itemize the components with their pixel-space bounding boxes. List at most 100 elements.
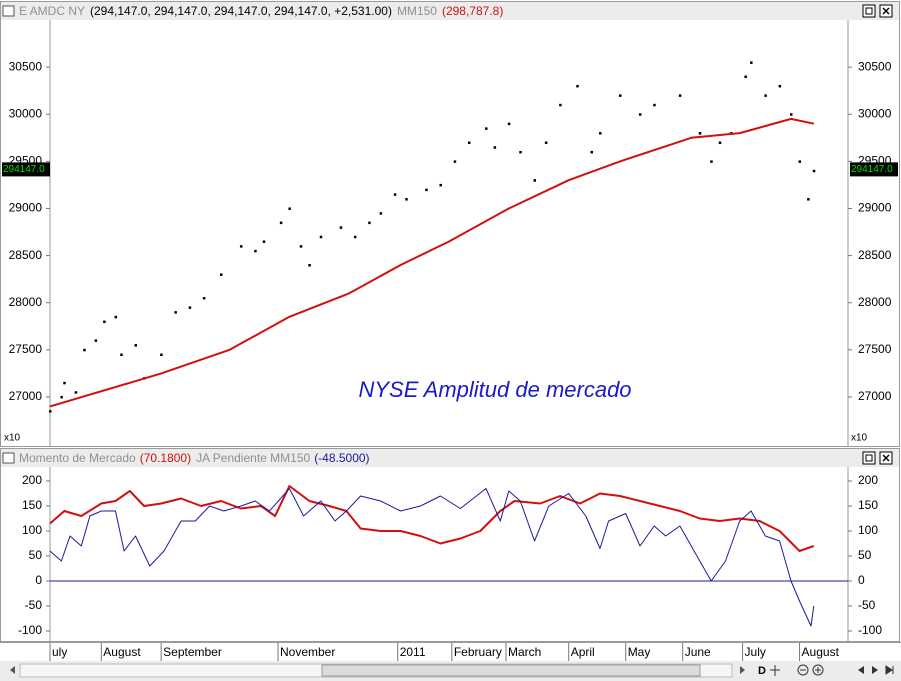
legend-values: (298,787.8): [442, 4, 503, 18]
y-tick-label: 150: [858, 498, 878, 512]
data-point: [220, 273, 223, 276]
data-point: [807, 198, 810, 201]
data-point: [393, 193, 397, 196]
data-point: [279, 221, 283, 225]
y-tick-label: 150: [22, 498, 42, 512]
x-tick-label: September: [163, 645, 222, 659]
data-point: [288, 207, 291, 210]
data-point: [507, 122, 511, 126]
data-point: [698, 132, 702, 135]
panel-legend: E AMDC NY (294,147.0, 294,147.0, 294,147.…: [19, 4, 503, 18]
data-point: [485, 127, 488, 130]
data-point: [134, 344, 137, 347]
data-point: [174, 311, 177, 314]
data-point: [559, 103, 562, 107]
series-line: [49, 485, 815, 552]
panel-header: [1, 2, 899, 20]
toolbar-button[interactable]: [797, 664, 809, 676]
panel-frame: [0, 448, 900, 642]
data-point: [188, 306, 192, 309]
data-point: [94, 339, 98, 342]
data-point: [750, 61, 753, 64]
x-tick-label: 2011: [400, 645, 426, 659]
y-tick-label: 0: [35, 573, 42, 587]
close-icon: [882, 454, 890, 462]
x-tick-label: May: [628, 645, 651, 659]
data-point: [544, 141, 548, 145]
annotation: NYSE Amplitud de mercado: [358, 377, 631, 402]
data-point: [353, 235, 357, 239]
y-tick-label: 30000: [9, 106, 43, 120]
scroll-left[interactable]: [10, 666, 15, 674]
x-tick-label: August: [802, 645, 840, 659]
scroll-right[interactable]: [740, 666, 745, 674]
y-tick-label: 100: [858, 523, 878, 537]
y-tick-label: 30000: [858, 106, 892, 120]
data-point: [254, 249, 257, 253]
data-point: [599, 132, 602, 135]
data-point: [590, 150, 593, 154]
data-point: [790, 113, 793, 116]
close-icon: [882, 7, 890, 15]
y-tick-label: 30500: [858, 59, 892, 73]
y-tick-label: 27000: [858, 389, 892, 403]
data-point: [638, 113, 642, 116]
data-point: [619, 94, 622, 97]
data-point: [379, 212, 383, 215]
legend-name: E AMDC NY: [19, 4, 85, 18]
data-point: [533, 179, 536, 182]
maximize-button[interactable]: [862, 451, 876, 465]
y-tick-label: 27500: [858, 342, 892, 356]
x-tick-label: uly: [52, 645, 67, 659]
data-point: [764, 94, 767, 97]
legend-name: Momento de Mercado: [19, 451, 136, 465]
y-tick-label: 27000: [9, 389, 43, 403]
y-tick-label: -50: [858, 598, 876, 612]
toolbar-button[interactable]: [858, 666, 864, 674]
x-tick-label: April: [571, 645, 595, 659]
data-point: [60, 395, 63, 399]
last-value-label: 294147.0: [851, 164, 893, 175]
panel-legend: Momento de Mercado (70.1800) JA Pendiente …: [19, 451, 370, 465]
toolbar-button[interactable]: [770, 665, 780, 676]
data-point: [308, 264, 311, 267]
legend-name: JA Pendiente MM150: [196, 451, 310, 465]
y-tick-label: 27500: [9, 342, 43, 356]
maximize-button[interactable]: [862, 4, 876, 18]
last-value-tag: [850, 162, 898, 177]
series-line: [49, 117, 815, 408]
data-point: [319, 235, 323, 239]
data-point: [405, 198, 408, 201]
data-point: [493, 146, 497, 149]
data-point: [798, 160, 802, 163]
y-tick-label: 28000: [858, 295, 892, 309]
y-tick-label: 29000: [9, 201, 43, 215]
last-value-tag: [2, 162, 50, 177]
data-point: [467, 141, 471, 145]
toolbar-button[interactable]: [872, 666, 878, 674]
data-point: [299, 245, 303, 248]
data-point: [202, 296, 206, 300]
date-axis: [0, 642, 901, 661]
toolbar-button[interactable]: [885, 665, 894, 675]
scroll-thumb[interactable]: [321, 664, 701, 677]
data-point: [49, 410, 52, 413]
scale-note: x10: [851, 433, 868, 444]
data-point: [262, 240, 266, 243]
toolbar-button[interactable]: [812, 664, 824, 676]
panel-icon: [2, 5, 15, 17]
x-tick-label: August: [103, 645, 141, 659]
last-value-label: 294147.0: [3, 164, 45, 175]
panel-header: [1, 449, 899, 467]
x-tick-label: July: [745, 645, 766, 659]
y-tick-label: 28500: [858, 248, 892, 262]
y-tick-label: 29000: [858, 201, 892, 215]
y-tick-label: 50: [29, 548, 43, 562]
data-point: [576, 84, 579, 88]
toolbar-button[interactable]: D: [758, 665, 766, 677]
data-point: [439, 183, 442, 187]
legend-values: (70.1800): [140, 451, 191, 465]
data-point: [653, 103, 656, 107]
